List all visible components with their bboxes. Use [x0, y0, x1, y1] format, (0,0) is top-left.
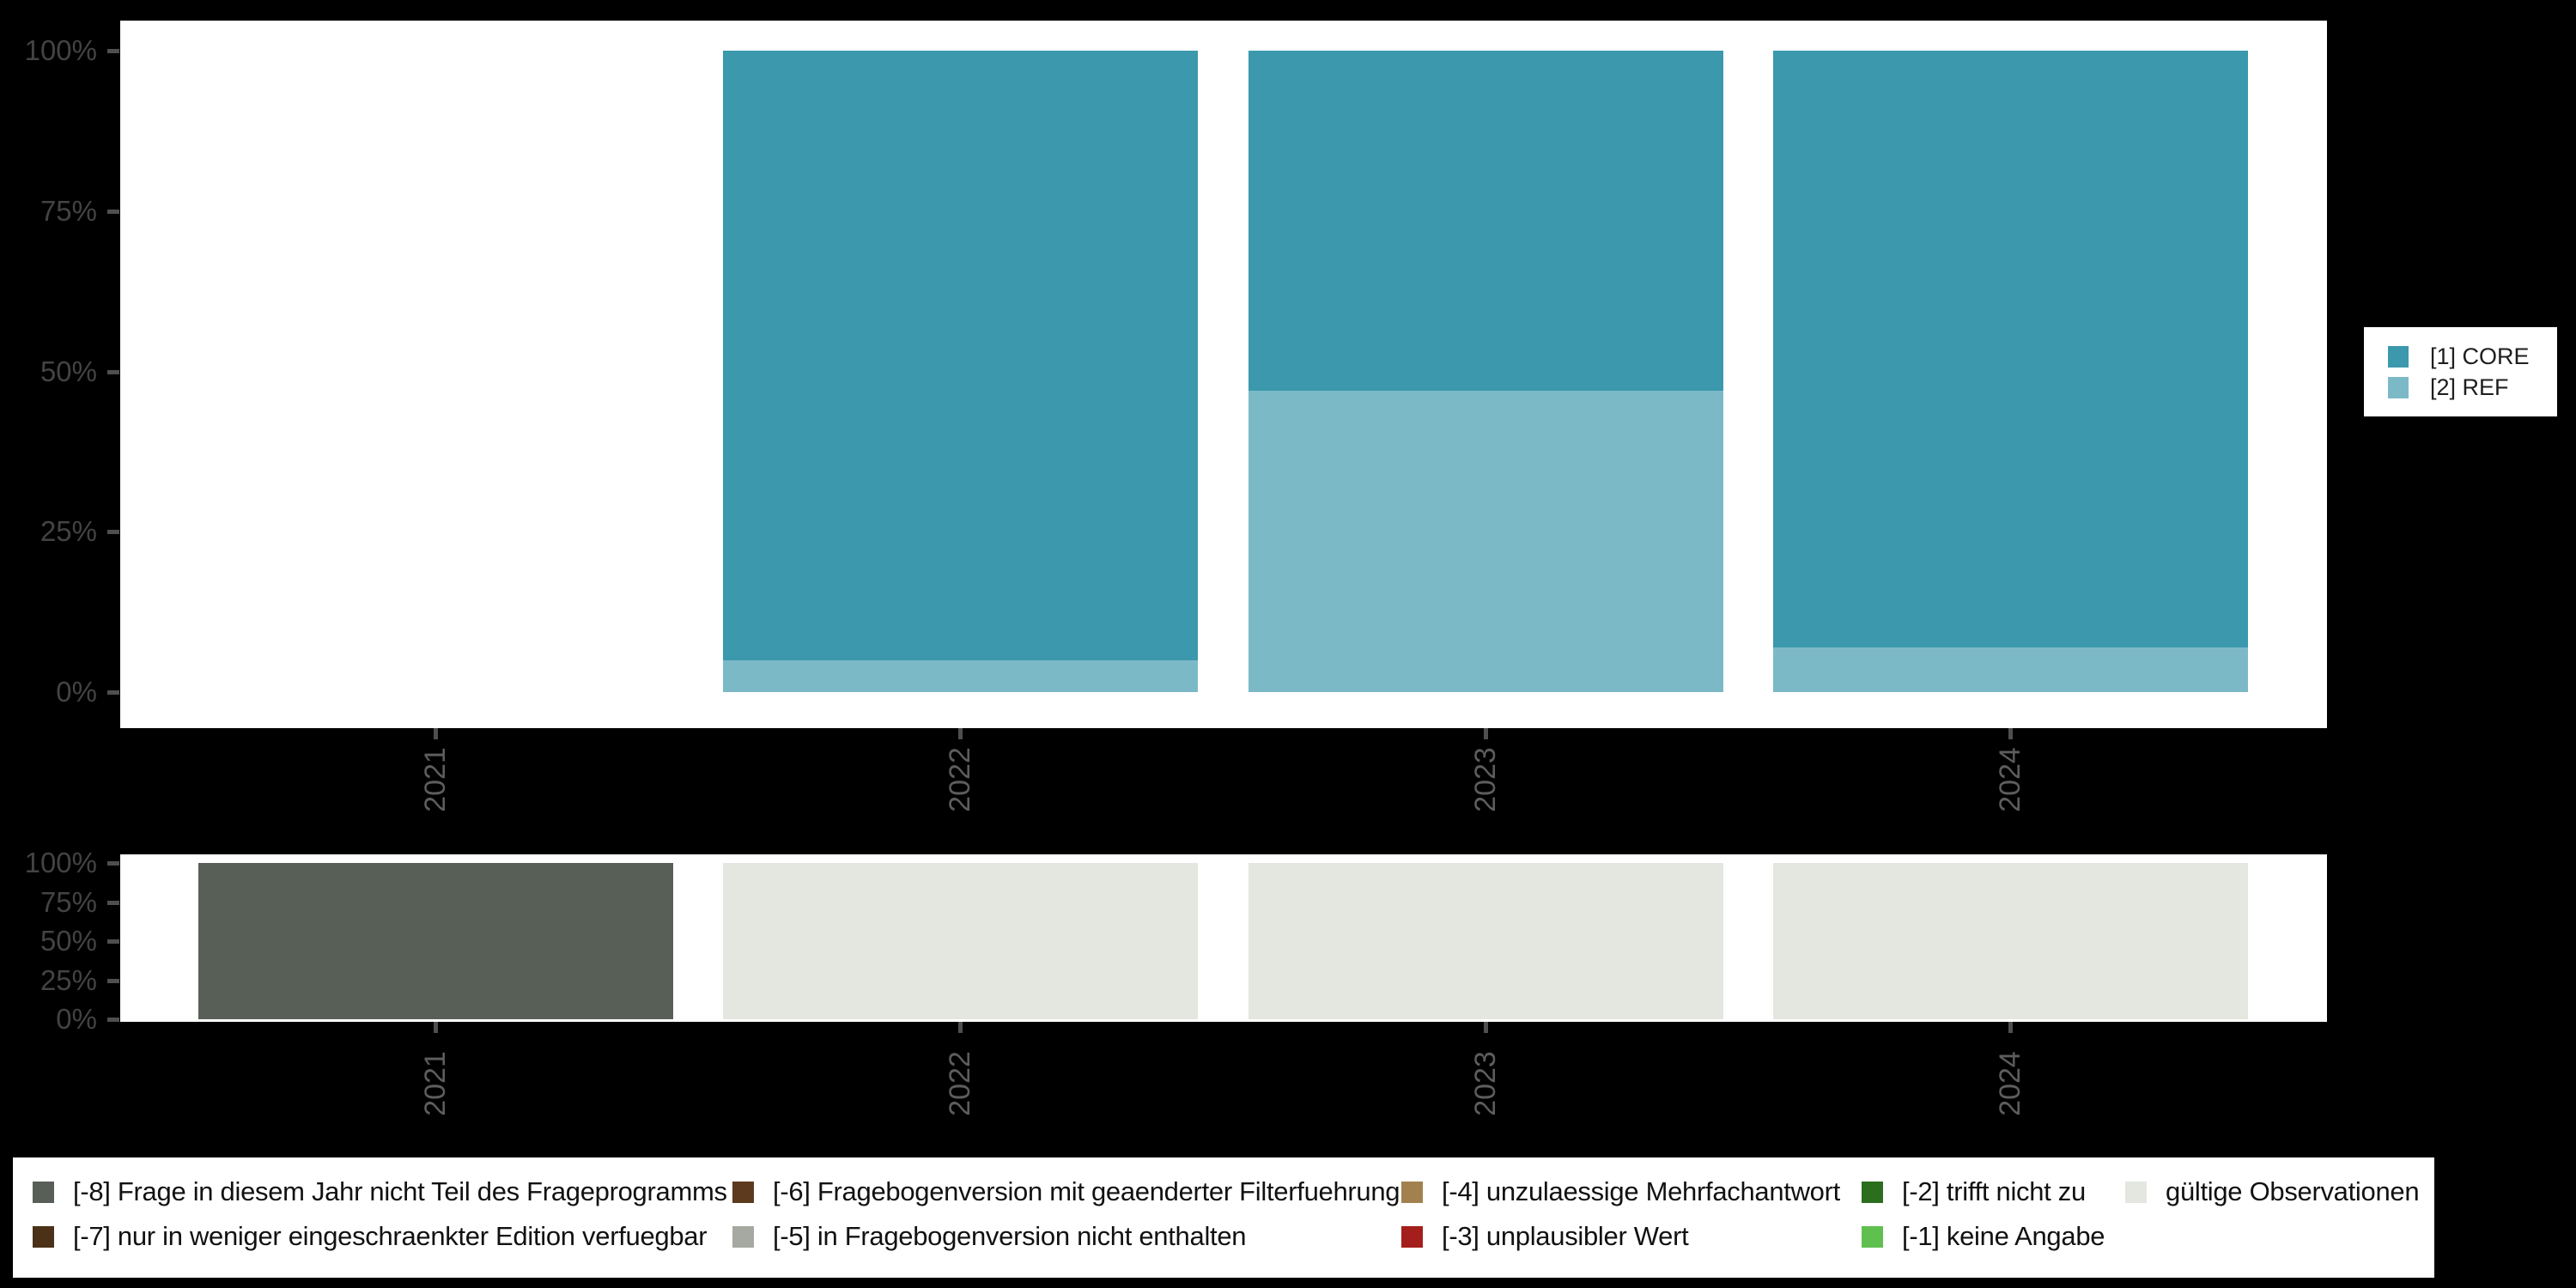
y-axis-tick-label: 0%: [56, 676, 97, 708]
x-axis-tick-mark: [434, 1022, 438, 1033]
y-axis-tick-label: 100%: [24, 847, 97, 878]
legend-label: [-2] trifft nicht zu: [1902, 1176, 2086, 1206]
y-axis-tick-label: 75%: [39, 885, 97, 918]
y-axis-tick-mark: [107, 1018, 119, 1022]
legend-swatch: [33, 1182, 54, 1203]
x-axis-year-label: 2021: [419, 747, 452, 812]
x-axis-year-label: 2022: [944, 747, 976, 812]
legend-label: gültige Observationen: [2166, 1176, 2420, 1206]
x-axis-tick-mark: [958, 1022, 963, 1033]
legend-item: [1] CORE: [2388, 343, 2557, 370]
x-axis-tick-mark: [2008, 728, 2013, 739]
y-axis-tick-mark: [107, 900, 119, 905]
missing-codes-legend: [-8] Frage in diesem Jahr nicht Teil des…: [13, 1157, 2434, 1278]
legend-swatch: [1401, 1226, 1423, 1248]
y-axis-tick-label: 50%: [39, 355, 97, 387]
bar-segment: [722, 863, 1198, 1019]
y-axis-tick-mark: [107, 939, 119, 944]
legend-label: [-8] Frage in diesem Jahr nicht Teil des…: [73, 1176, 727, 1206]
bar-segment: [722, 659, 1198, 692]
legend-label: [-3] unplausibler Wert: [1442, 1221, 1689, 1251]
x-axis-year-label: 2021: [419, 1051, 452, 1116]
legend-swatch: [33, 1226, 54, 1248]
x-axis-tick-mark: [1484, 728, 1488, 739]
y-axis-tick-label: 0%: [56, 1003, 97, 1035]
bar-segment: [1248, 51, 1723, 391]
legend-swatch: [732, 1226, 754, 1248]
y-axis-tick-mark: [107, 49, 119, 53]
bar-segment: [1772, 647, 2248, 692]
bar-segment: [1772, 863, 2248, 1019]
x-axis-year-label: 2024: [1994, 747, 2026, 812]
legend-swatch: [1862, 1182, 1883, 1203]
x-axis-year-label: 2024: [1994, 1051, 2026, 1116]
legend-label: [-7] nur in weniger eingeschraenkter Edi…: [73, 1221, 708, 1251]
y-axis-tick-label: 25%: [39, 515, 97, 548]
y-axis-tick-label: 75%: [39, 194, 97, 227]
legend-swatch: [2388, 345, 2409, 368]
y-axis-tick-label: 50%: [39, 925, 97, 957]
x-axis-tick-mark: [958, 728, 963, 739]
bar-segment: [1248, 390, 1723, 692]
legend-swatch: [1401, 1182, 1423, 1203]
x-axis-year-label: 2022: [944, 1051, 976, 1116]
y-axis-tick-mark: [107, 209, 119, 214]
legend-label: [1] CORE: [2430, 343, 2530, 369]
y-axis-tick-mark: [107, 978, 119, 983]
x-axis-tick-mark: [434, 728, 438, 739]
x-axis-year-label: 2023: [1469, 1051, 1502, 1116]
x-axis-tick-mark: [2008, 1022, 2013, 1033]
bar-segment: [197, 863, 673, 1019]
y-axis-tick-label: 100%: [24, 34, 97, 66]
legend-label: [-5] in Fragebogenversion nicht enthalte…: [773, 1221, 1247, 1251]
legend-item: [2] REF: [2388, 374, 2557, 401]
legend-label: [-6] Fragebogenversion mit geaenderter F…: [773, 1176, 1400, 1206]
x-axis-year-label: 2023: [1469, 747, 1502, 812]
legend-label: [2] REF: [2430, 374, 2509, 400]
y-axis-tick-mark: [107, 690, 119, 695]
y-axis-tick-mark: [107, 530, 119, 535]
y-axis-tick-mark: [107, 861, 119, 866]
legend-swatch: [2388, 376, 2409, 398]
y-axis-tick-mark: [107, 369, 119, 374]
legend-label: [-4] unzulaessige Mehrfachantwort: [1442, 1176, 1840, 1206]
y-axis-tick-label: 25%: [39, 963, 97, 996]
bar-segment: [722, 51, 1198, 660]
legend-swatch: [1862, 1226, 1883, 1248]
core-ref-legend: [1] CORE [2] REF: [2364, 327, 2557, 416]
bar-segment: [1772, 51, 2248, 647]
legend-swatch: [732, 1182, 754, 1203]
legend-swatch: [2125, 1182, 2147, 1203]
bar-segment: [1248, 863, 1723, 1019]
legend-label: [-1] keine Angabe: [1902, 1221, 2105, 1251]
x-axis-tick-mark: [1484, 1022, 1488, 1033]
